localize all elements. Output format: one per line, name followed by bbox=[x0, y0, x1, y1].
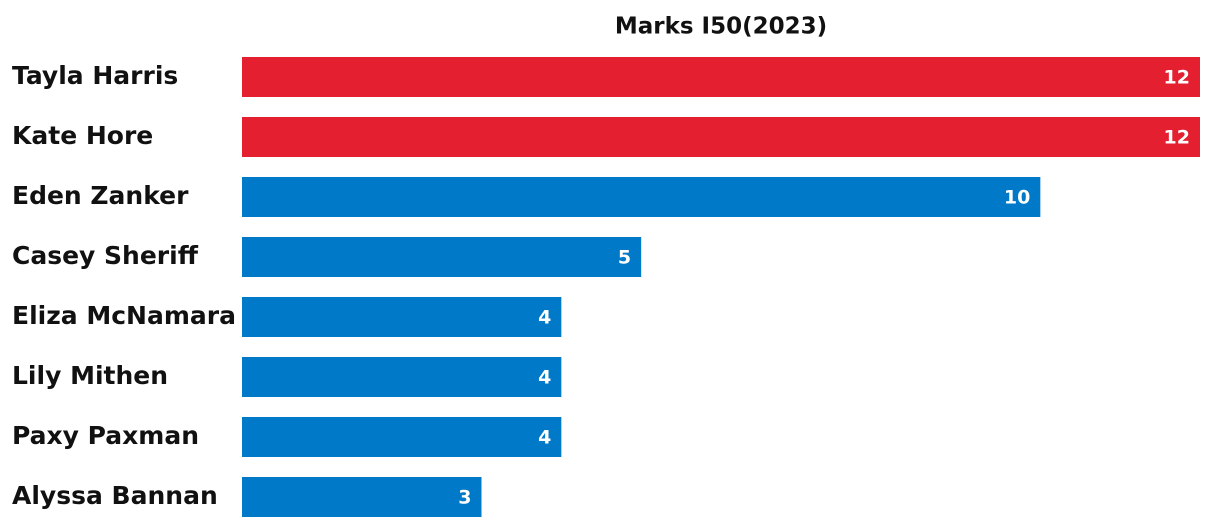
category-label: Kate Hore bbox=[12, 121, 153, 150]
bar bbox=[242, 357, 562, 397]
bar bbox=[242, 477, 482, 517]
category-label: Alyssa Bannan bbox=[12, 481, 218, 510]
value-label: 4 bbox=[538, 367, 551, 389]
bar bbox=[242, 297, 562, 337]
value-label: 4 bbox=[538, 307, 551, 329]
bar bbox=[242, 417, 562, 457]
value-label: 3 bbox=[458, 487, 471, 509]
value-label: 5 bbox=[618, 247, 631, 269]
bar bbox=[242, 237, 642, 277]
bar bbox=[242, 117, 1200, 157]
category-label: Paxy Paxman bbox=[12, 421, 199, 450]
category-label: Lily Mithen bbox=[12, 361, 168, 390]
category-label: Casey Sheriff bbox=[12, 241, 199, 270]
bar bbox=[242, 177, 1041, 217]
category-label: Eliza McNamara bbox=[12, 301, 236, 330]
bar bbox=[242, 57, 1200, 97]
category-label: Tayla Harris bbox=[12, 61, 178, 90]
chart-title: Marks I50(2023) bbox=[615, 14, 827, 40]
value-label: 12 bbox=[1164, 67, 1190, 89]
value-label: 12 bbox=[1164, 127, 1190, 149]
category-label: Eden Zanker bbox=[12, 181, 189, 210]
value-label: 4 bbox=[538, 427, 551, 449]
value-label: 10 bbox=[1004, 187, 1030, 209]
